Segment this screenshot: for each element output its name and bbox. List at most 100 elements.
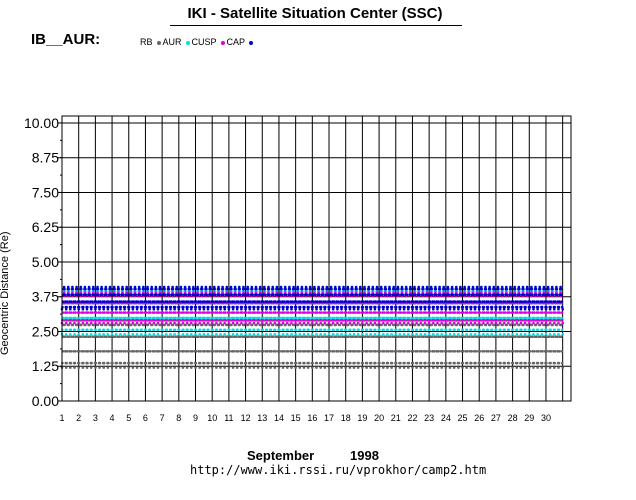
data-point xyxy=(311,318,315,322)
data-point xyxy=(201,335,204,339)
data-point xyxy=(275,285,279,289)
data-point xyxy=(85,333,89,336)
data-point xyxy=(334,335,338,339)
data-point xyxy=(140,328,143,332)
data-point xyxy=(167,291,170,294)
data-point xyxy=(415,307,418,311)
data-point xyxy=(316,350,319,353)
data-point xyxy=(391,311,394,314)
data-point xyxy=(145,300,148,303)
data-point xyxy=(291,350,294,353)
data-point xyxy=(445,311,449,314)
data-point xyxy=(84,293,88,297)
data-point xyxy=(155,335,158,339)
data-point xyxy=(329,291,333,294)
data-point xyxy=(130,293,133,297)
data-point xyxy=(257,361,260,365)
data-point xyxy=(242,291,245,294)
data-point xyxy=(223,333,226,336)
data-point xyxy=(322,293,325,297)
data-point xyxy=(420,316,423,320)
data-point xyxy=(240,328,244,332)
data-point xyxy=(127,318,131,322)
data-point xyxy=(445,316,449,320)
data-point xyxy=(416,350,419,353)
data-point xyxy=(387,300,390,303)
data-point xyxy=(148,333,151,336)
data-point xyxy=(293,293,296,297)
chart-title: IKI - Satellite Situation Center (SSC) xyxy=(187,5,443,22)
data-point xyxy=(521,291,525,294)
data-point xyxy=(365,328,369,332)
data-point xyxy=(138,323,141,327)
data-point xyxy=(466,311,469,314)
data-point xyxy=(156,333,160,336)
data-point xyxy=(78,316,81,320)
data-point xyxy=(503,311,507,314)
data-point xyxy=(242,285,245,289)
data-point xyxy=(267,323,271,327)
data-point xyxy=(213,293,217,297)
data-point xyxy=(319,361,323,365)
x-tick-label: 18 xyxy=(341,413,351,423)
data-point xyxy=(288,287,292,291)
data-point xyxy=(558,316,561,320)
data-point xyxy=(365,318,369,322)
data-point xyxy=(224,350,227,353)
data-point xyxy=(501,335,505,339)
data-point xyxy=(534,323,538,327)
data-point xyxy=(395,350,398,353)
data-point xyxy=(461,361,465,365)
data-point xyxy=(543,293,546,297)
source-url[interactable]: http://www.iki.rssi.ru/vprokhor/camp2.ht… xyxy=(190,463,487,477)
data-point xyxy=(392,291,396,294)
data-point xyxy=(493,293,496,297)
data-point xyxy=(495,305,498,309)
data-point xyxy=(221,287,225,291)
data-point xyxy=(256,333,260,336)
data-point xyxy=(259,293,263,297)
data-point xyxy=(315,321,318,325)
data-point xyxy=(448,307,452,311)
data-point xyxy=(515,321,519,325)
data-point xyxy=(555,323,559,327)
data-point xyxy=(249,316,252,320)
data-point xyxy=(207,350,211,353)
data-point xyxy=(140,300,144,303)
data-point xyxy=(161,305,164,309)
data-point xyxy=(186,361,189,365)
data-point xyxy=(157,316,161,320)
data-point xyxy=(429,291,433,294)
data-point xyxy=(428,300,432,303)
data-point xyxy=(428,350,432,353)
data-point xyxy=(484,323,488,327)
data-point xyxy=(399,361,402,365)
data-point xyxy=(472,287,475,291)
data-point xyxy=(557,333,560,336)
data-point xyxy=(82,318,85,322)
data-point xyxy=(495,361,498,365)
data-point xyxy=(513,285,516,289)
data-point xyxy=(524,361,527,365)
data-point xyxy=(540,366,544,369)
data-point xyxy=(169,307,172,311)
data-point xyxy=(491,350,494,353)
data-point xyxy=(339,293,342,297)
data-point xyxy=(142,323,146,327)
data-point xyxy=(486,321,489,325)
data-point xyxy=(334,293,338,297)
data-point xyxy=(88,287,91,291)
data-point xyxy=(542,285,546,289)
data-point xyxy=(474,300,478,303)
data-point xyxy=(470,311,474,314)
data-point xyxy=(413,291,416,294)
data-point xyxy=(420,350,423,353)
data-point xyxy=(363,287,367,291)
y-tick-label: 3.75 xyxy=(32,289,59,305)
data-point xyxy=(353,350,357,353)
data-point xyxy=(560,350,564,353)
data-point xyxy=(325,291,329,294)
data-point xyxy=(150,287,154,291)
data-point xyxy=(508,300,511,303)
data-point xyxy=(82,328,85,332)
